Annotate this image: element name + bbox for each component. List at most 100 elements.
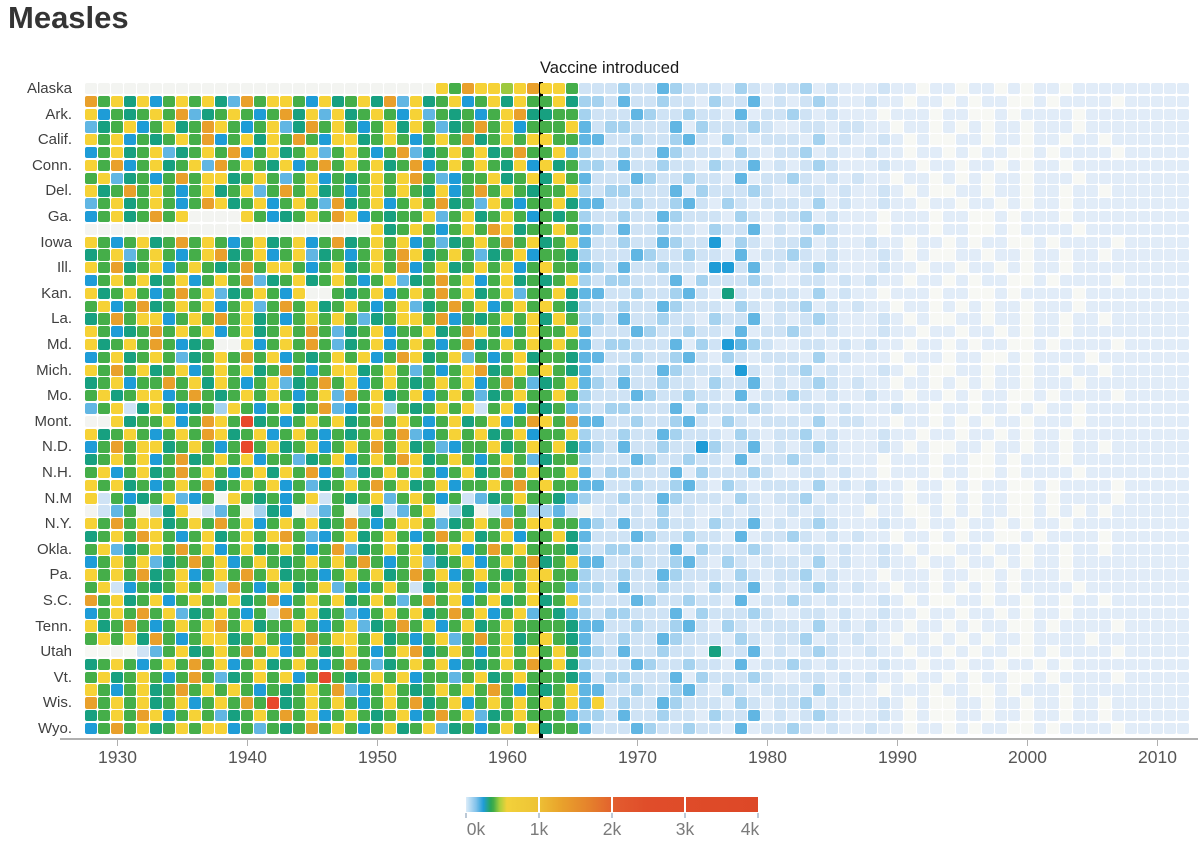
heatmap-cell bbox=[852, 300, 864, 312]
heatmap-cell bbox=[293, 594, 305, 607]
heatmap-cell bbox=[917, 722, 929, 735]
heatmap-cell bbox=[553, 658, 565, 671]
heatmap-cell bbox=[826, 607, 838, 619]
heatmap-cell bbox=[137, 313, 149, 325]
heatmap-cell bbox=[631, 454, 643, 466]
heatmap-cell bbox=[475, 300, 487, 312]
heatmap-cell bbox=[969, 95, 981, 108]
heatmap-cell bbox=[540, 223, 552, 236]
heatmap-cell bbox=[150, 415, 162, 428]
heatmap-cell bbox=[1125, 684, 1137, 696]
heatmap-cell bbox=[605, 505, 617, 517]
heatmap-cell bbox=[176, 351, 188, 364]
heatmap-cell bbox=[891, 722, 903, 735]
heatmap-cell bbox=[1125, 722, 1137, 735]
heatmap-cell bbox=[657, 300, 669, 312]
heatmap-cell bbox=[280, 364, 292, 376]
heatmap-cell bbox=[579, 108, 591, 120]
heatmap-cell bbox=[852, 582, 864, 594]
heatmap-cell bbox=[293, 697, 305, 709]
heatmap-cell bbox=[826, 402, 838, 415]
heatmap-cell bbox=[254, 223, 266, 236]
heatmap-cell bbox=[176, 326, 188, 338]
heatmap-cell bbox=[865, 633, 877, 645]
heatmap-cell bbox=[137, 338, 149, 351]
heatmap-cell bbox=[1073, 313, 1085, 325]
heatmap-cell bbox=[956, 236, 968, 248]
heatmap-cell bbox=[189, 83, 201, 95]
heatmap-cell bbox=[176, 697, 188, 709]
heatmap-cell bbox=[852, 722, 864, 735]
heatmap-cell bbox=[579, 530, 591, 543]
heatmap-cell bbox=[709, 518, 721, 530]
heatmap-cell bbox=[1151, 428, 1163, 440]
heatmap-cell bbox=[1047, 582, 1059, 594]
heatmap-cell bbox=[1151, 543, 1163, 555]
heatmap-cell bbox=[995, 95, 1007, 108]
heatmap-cell bbox=[735, 249, 747, 261]
heatmap-cell bbox=[878, 159, 890, 172]
heatmap-cell bbox=[1164, 633, 1176, 645]
heatmap-cell bbox=[670, 633, 682, 645]
heatmap-cell bbox=[137, 518, 149, 530]
heatmap-cell bbox=[917, 428, 929, 440]
heatmap-cell bbox=[982, 300, 994, 312]
heatmap-cell bbox=[813, 722, 825, 735]
heatmap-cell bbox=[1008, 684, 1020, 696]
heatmap-cell bbox=[306, 658, 318, 671]
heatmap-cell bbox=[1047, 479, 1059, 491]
heatmap-cell bbox=[514, 530, 526, 543]
heatmap-cell bbox=[670, 300, 682, 312]
heatmap-cell bbox=[280, 377, 292, 389]
heatmap-cell bbox=[618, 185, 630, 197]
heatmap-cell bbox=[761, 377, 773, 389]
heatmap-cell bbox=[670, 428, 682, 440]
heatmap-cell bbox=[241, 454, 253, 466]
heatmap-cell bbox=[332, 210, 344, 223]
heatmap-cell bbox=[722, 505, 734, 517]
heatmap-cell bbox=[956, 684, 968, 696]
heatmap-cell bbox=[540, 441, 552, 453]
heatmap-cell bbox=[787, 326, 799, 338]
heatmap-cell bbox=[423, 466, 435, 479]
heatmap-cell bbox=[1021, 697, 1033, 709]
heatmap-cell bbox=[579, 466, 591, 479]
heatmap-cell bbox=[943, 134, 955, 146]
heatmap-cell bbox=[1164, 300, 1176, 312]
heatmap-cell bbox=[943, 428, 955, 440]
heatmap-cell bbox=[761, 530, 773, 543]
heatmap-cell bbox=[150, 402, 162, 415]
heatmap-cell bbox=[111, 313, 123, 325]
heatmap-cell bbox=[384, 582, 396, 594]
heatmap-cell bbox=[1021, 607, 1033, 619]
heatmap-cell bbox=[579, 671, 591, 683]
heatmap-cell bbox=[813, 338, 825, 351]
heatmap-cell bbox=[1086, 287, 1098, 300]
heatmap-cell bbox=[319, 377, 331, 389]
heatmap-cell bbox=[1112, 530, 1124, 543]
heatmap-cell bbox=[917, 671, 929, 683]
heatmap-cell bbox=[735, 658, 747, 671]
heatmap-cell bbox=[644, 274, 656, 287]
heatmap-cell bbox=[1112, 722, 1124, 735]
heatmap-cell bbox=[826, 518, 838, 530]
heatmap-cell bbox=[1164, 83, 1176, 95]
heatmap-cell bbox=[1125, 466, 1137, 479]
heatmap-cell bbox=[969, 210, 981, 223]
heatmap-cell bbox=[1151, 83, 1163, 95]
heatmap-cell bbox=[111, 556, 123, 568]
legend-tick bbox=[684, 813, 686, 818]
heatmap-cell bbox=[982, 287, 994, 300]
heatmap-cell bbox=[839, 428, 851, 440]
heatmap-cell bbox=[475, 454, 487, 466]
heatmap-cell bbox=[267, 633, 279, 645]
heatmap-cell bbox=[618, 594, 630, 607]
heatmap-cell bbox=[683, 108, 695, 120]
heatmap-cell bbox=[774, 364, 786, 376]
heatmap-cell bbox=[1034, 697, 1046, 709]
heatmap-cell bbox=[163, 428, 175, 440]
heatmap-cell bbox=[930, 364, 942, 376]
heatmap-cell bbox=[319, 646, 331, 658]
heatmap-cell bbox=[878, 364, 890, 376]
heatmap-cell bbox=[215, 274, 227, 287]
